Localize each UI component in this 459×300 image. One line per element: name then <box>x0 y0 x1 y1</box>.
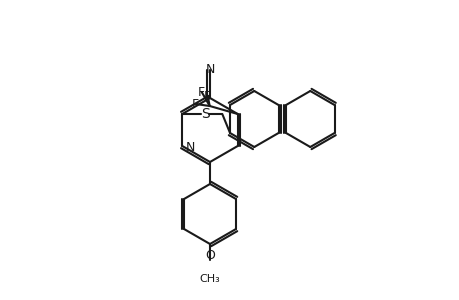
Text: F: F <box>198 85 205 98</box>
Text: N: N <box>185 140 194 154</box>
Text: N: N <box>205 63 214 76</box>
Text: F: F <box>192 98 199 110</box>
Text: O: O <box>205 249 214 262</box>
Text: S: S <box>201 107 209 121</box>
Text: F: F <box>204 89 211 103</box>
Text: CH₃: CH₃ <box>199 274 220 284</box>
